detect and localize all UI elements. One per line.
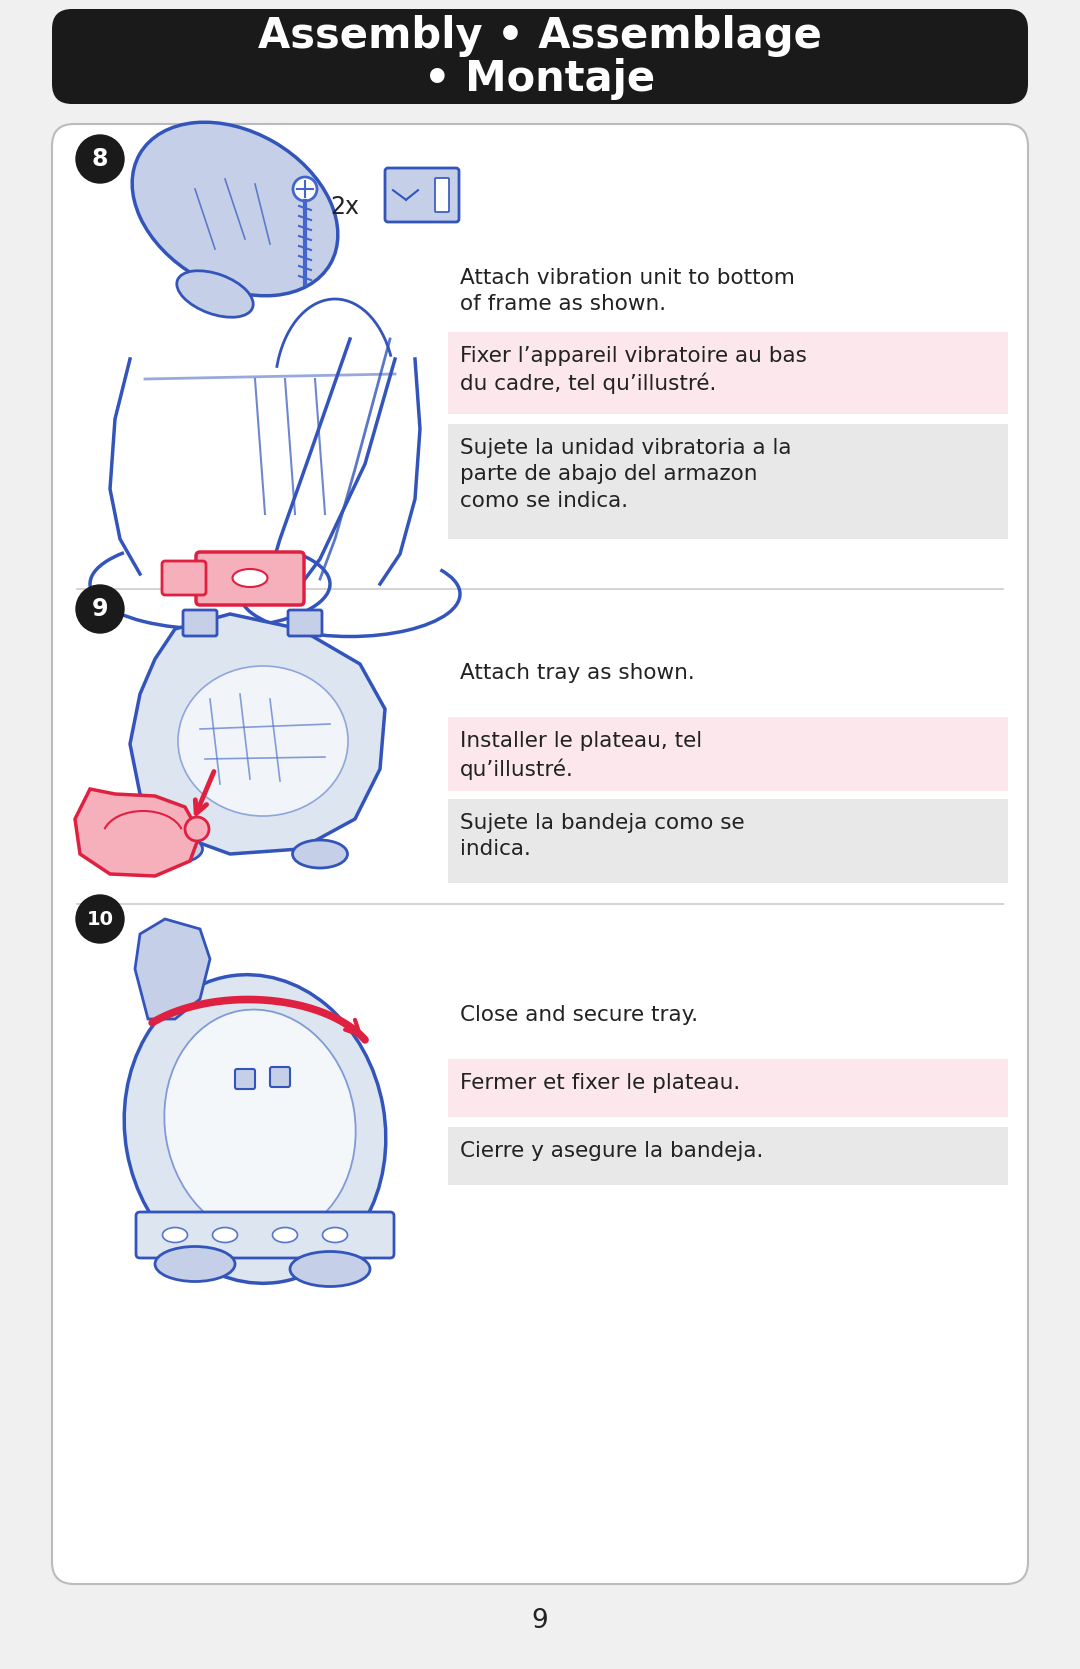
Text: 2x: 2x — [330, 195, 359, 219]
FancyBboxPatch shape — [235, 1070, 255, 1088]
Text: • Montaje: • Montaje — [424, 58, 656, 100]
Ellipse shape — [291, 1252, 370, 1287]
Text: Attach vibration unit to bottom
of frame as shown.: Attach vibration unit to bottom of frame… — [460, 269, 795, 314]
FancyBboxPatch shape — [270, 1066, 291, 1087]
Ellipse shape — [156, 1247, 235, 1282]
Ellipse shape — [164, 1010, 355, 1238]
Bar — [448, 332, 1008, 414]
Text: Installer le plateau, tel
qu’illustré.: Installer le plateau, tel qu’illustré. — [460, 731, 702, 779]
Text: 8: 8 — [92, 147, 108, 170]
Polygon shape — [75, 789, 200, 876]
Text: 9: 9 — [92, 598, 108, 621]
Polygon shape — [135, 920, 210, 1020]
Text: Assembly • Assemblage: Assembly • Assemblage — [258, 15, 822, 57]
Bar — [448, 424, 1008, 539]
Circle shape — [293, 177, 318, 200]
Bar — [448, 991, 1008, 1050]
FancyBboxPatch shape — [136, 1212, 394, 1258]
Text: Attach tray as shown.: Attach tray as shown. — [460, 663, 694, 683]
FancyBboxPatch shape — [52, 8, 1028, 103]
Ellipse shape — [293, 840, 348, 868]
Text: 10: 10 — [86, 910, 113, 928]
FancyBboxPatch shape — [288, 609, 322, 636]
Bar — [448, 254, 1008, 324]
Bar — [448, 1060, 1008, 1117]
FancyBboxPatch shape — [52, 124, 1028, 1584]
Ellipse shape — [148, 834, 203, 863]
Ellipse shape — [177, 270, 253, 317]
Ellipse shape — [132, 122, 338, 295]
Ellipse shape — [232, 569, 268, 587]
FancyBboxPatch shape — [435, 179, 449, 212]
Bar — [448, 799, 1008, 883]
FancyBboxPatch shape — [195, 552, 303, 604]
Circle shape — [76, 895, 124, 943]
Bar — [448, 1127, 1008, 1185]
Text: Fixer l’appareil vibratoire au bas
du cadre, tel qu’illustré.: Fixer l’appareil vibratoire au bas du ca… — [460, 345, 807, 394]
Text: Fermer et fixer le plateau.: Fermer et fixer le plateau. — [460, 1073, 740, 1093]
FancyBboxPatch shape — [183, 609, 217, 636]
Circle shape — [76, 586, 124, 633]
Text: Sujete la bandeja como se
indica.: Sujete la bandeja como se indica. — [460, 813, 744, 860]
Text: Cierre y asegure la bandeja.: Cierre y asegure la bandeja. — [460, 1142, 764, 1162]
Text: Sujete la unidad vibratoria a la
parte de abajo del armazon
como se indica.: Sujete la unidad vibratoria a la parte d… — [460, 437, 792, 511]
FancyBboxPatch shape — [384, 169, 459, 222]
Circle shape — [185, 818, 210, 841]
Ellipse shape — [162, 1227, 188, 1242]
Bar — [448, 649, 1008, 709]
Ellipse shape — [272, 1227, 297, 1242]
Text: Close and secure tray.: Close and secure tray. — [460, 1005, 698, 1025]
Polygon shape — [130, 614, 384, 855]
Ellipse shape — [213, 1227, 238, 1242]
FancyBboxPatch shape — [162, 561, 206, 596]
Bar — [448, 718, 1008, 791]
Ellipse shape — [178, 666, 348, 816]
Text: 9: 9 — [531, 1607, 549, 1634]
Ellipse shape — [124, 975, 386, 1283]
Circle shape — [76, 135, 124, 184]
Ellipse shape — [323, 1227, 348, 1242]
